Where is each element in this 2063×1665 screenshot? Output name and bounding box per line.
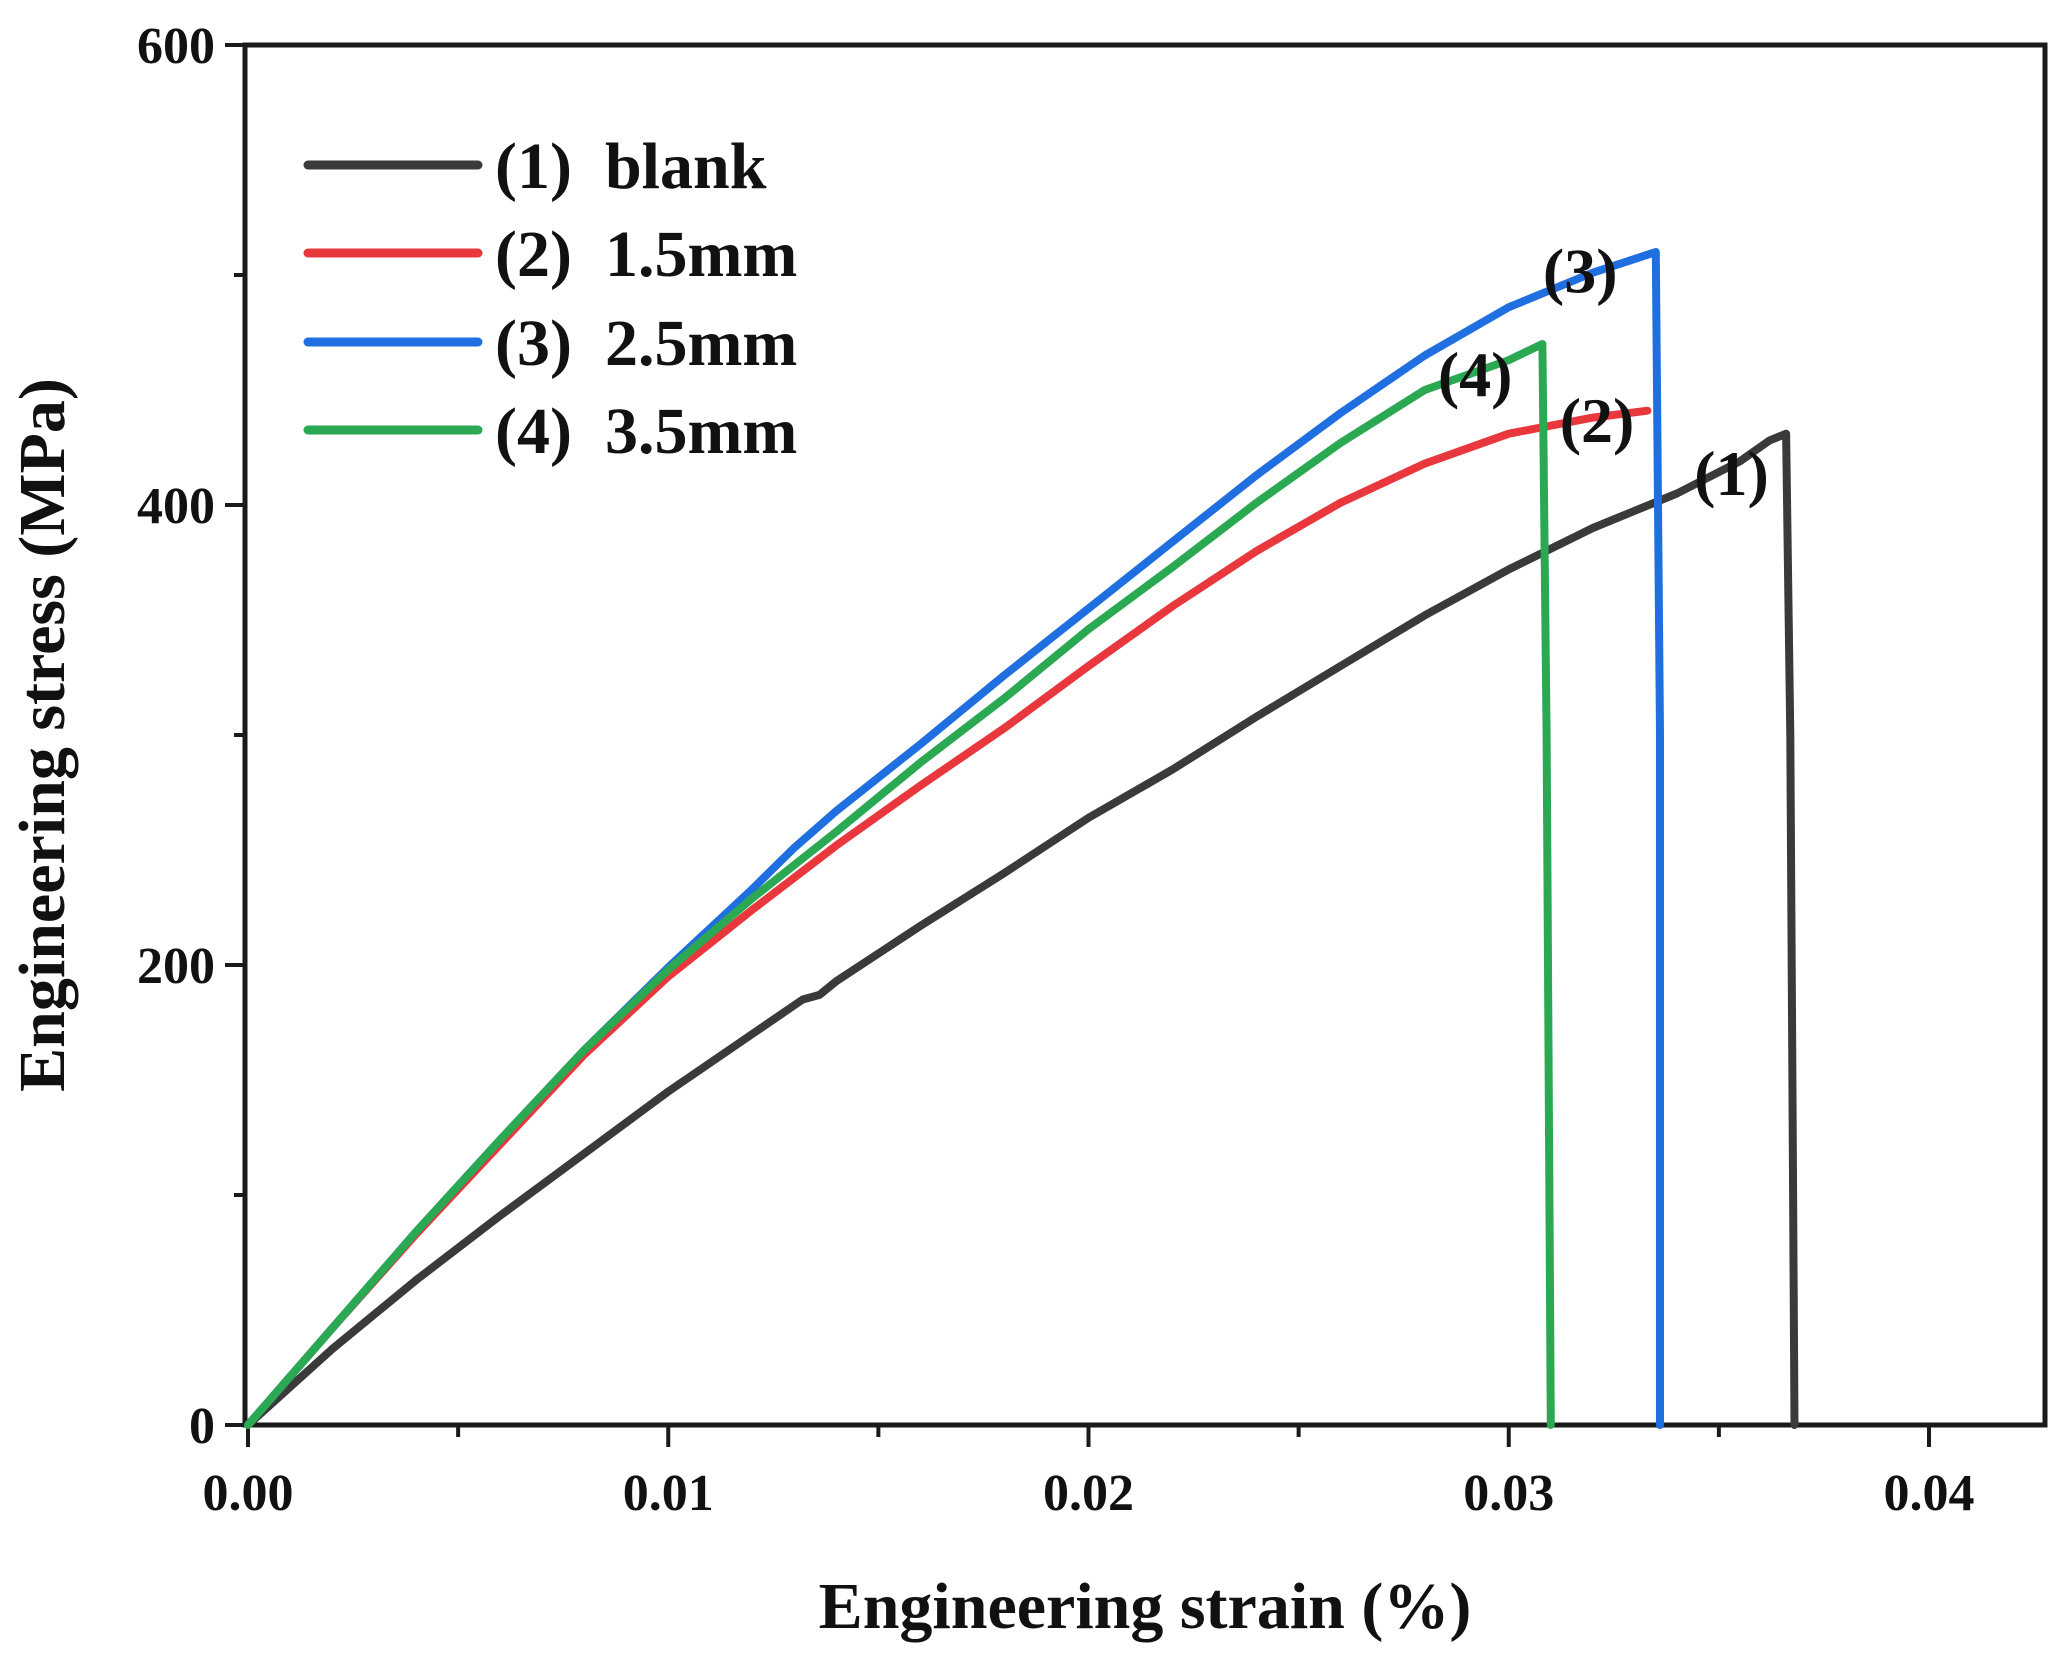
y-tick-label: 0: [189, 1398, 215, 1455]
x-tick-label: 0.00: [203, 1465, 294, 1522]
series-line-blank: [244, 429, 1799, 1429]
axis-ticks: 0.00 0.01 0.02 0.03 0.04 0 200 400 600: [137, 18, 1975, 1522]
legend-label-1-5mm: (2) 1.5mm: [495, 218, 797, 291]
curve-label-4: (4): [1438, 339, 1513, 410]
x-tick-label: 0.02: [1043, 1465, 1134, 1522]
legend-label-2-5mm: (3) 2.5mm: [495, 307, 797, 380]
y-tick-label: 200: [137, 938, 215, 995]
y-axis-title: Engineering stress (MPa): [6, 378, 79, 1092]
legend: (1) blank (2) 1.5mm (3) 2.5mm (4) 3.5mm: [303, 130, 797, 468]
series-line-1-5mm: [244, 406, 1652, 1429]
curve-annotations: (3) (4) (2) (1): [1438, 235, 1769, 508]
legend-label-blank: (1) blank: [495, 130, 767, 203]
y-tick-label: 600: [137, 18, 215, 75]
curve-label-3: (3): [1543, 235, 1618, 306]
x-axis-title: Engineering strain (%): [819, 1570, 1472, 1643]
legend-label-3-5mm: (4) 3.5mm: [495, 395, 797, 468]
curve-label-1: (1): [1694, 438, 1769, 509]
series-line-3-5mm: [244, 340, 1555, 1429]
x-tick-label: 0.04: [1884, 1465, 1975, 1522]
y-tick-label: 400: [137, 478, 215, 535]
x-tick-label: 0.01: [623, 1465, 714, 1522]
x-tick-label: 0.03: [1463, 1465, 1554, 1522]
series-group: [244, 248, 1799, 1429]
curve-label-2: (2): [1560, 385, 1635, 456]
